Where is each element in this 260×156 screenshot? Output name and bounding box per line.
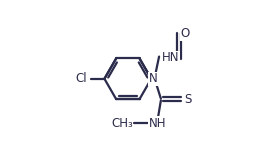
Text: CH₃: CH₃ — [111, 117, 133, 130]
Text: Cl: Cl — [75, 72, 87, 85]
Text: N: N — [149, 72, 158, 85]
Text: NH: NH — [148, 117, 166, 130]
Text: O: O — [181, 27, 190, 40]
Text: HN: HN — [161, 51, 179, 64]
Text: S: S — [184, 93, 192, 106]
